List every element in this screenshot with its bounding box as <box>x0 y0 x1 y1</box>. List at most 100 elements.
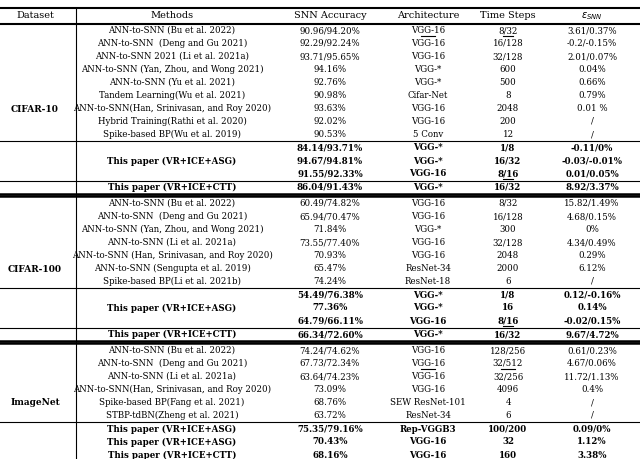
Text: VGG-16: VGG-16 <box>411 26 445 35</box>
Text: 4.67/0.06%: 4.67/0.06% <box>567 359 617 368</box>
Text: 8.92/3.37%: 8.92/3.37% <box>565 183 619 192</box>
Text: ANN-to-SNN  (Deng and Gu 2021): ANN-to-SNN (Deng and Gu 2021) <box>97 212 247 221</box>
Text: 16: 16 <box>502 303 514 313</box>
Text: 65.94/70.47%: 65.94/70.47% <box>300 212 360 221</box>
Text: 60.49/74.82%: 60.49/74.82% <box>300 199 360 208</box>
Text: Hybrid Training(Rathi et al. 2020): Hybrid Training(Rathi et al. 2020) <box>97 117 246 126</box>
Text: 32/256: 32/256 <box>493 372 523 381</box>
Text: VGG-16: VGG-16 <box>411 385 445 394</box>
Text: 70.43%: 70.43% <box>312 437 348 447</box>
Text: /: / <box>591 398 593 407</box>
Text: 70.93%: 70.93% <box>314 251 346 260</box>
Text: 6: 6 <box>505 277 511 286</box>
Text: $\varepsilon_{SNN}$: $\varepsilon_{SNN}$ <box>581 10 603 22</box>
Text: 67.73/72.34%: 67.73/72.34% <box>300 359 360 368</box>
Text: This paper (VR+ICE+ASG): This paper (VR+ICE+ASG) <box>108 425 237 434</box>
Text: ResNet-34: ResNet-34 <box>405 264 451 273</box>
Text: ANN-to-SNN (Bu et al. 2022): ANN-to-SNN (Bu et al. 2022) <box>108 199 236 208</box>
Text: 65.47%: 65.47% <box>314 264 346 273</box>
Text: SNN Accuracy: SNN Accuracy <box>294 11 366 21</box>
Text: 94.16%: 94.16% <box>314 65 347 74</box>
Text: 90.98%: 90.98% <box>314 91 347 100</box>
Text: 91.55/92.33%: 91.55/92.33% <box>297 169 363 179</box>
Text: 4096: 4096 <box>497 385 519 394</box>
Text: 75.35/79.16%: 75.35/79.16% <box>297 425 363 433</box>
Text: VGG-16: VGG-16 <box>410 450 447 459</box>
Text: 16/32: 16/32 <box>494 330 522 339</box>
Text: VGG-16: VGG-16 <box>411 199 445 208</box>
Text: Rep-VGGB3: Rep-VGGB3 <box>400 425 456 433</box>
Text: STBP-tdBN(Zheng et al. 2021): STBP-tdBN(Zheng et al. 2021) <box>106 411 238 420</box>
Text: 92.02%: 92.02% <box>314 117 347 126</box>
Text: 0.79%: 0.79% <box>578 91 606 100</box>
Text: ImageNet: ImageNet <box>10 398 60 407</box>
Text: ANN-to-SNN(Han, Srinivasan, and Roy 2020): ANN-to-SNN(Han, Srinivasan, and Roy 2020… <box>73 104 271 113</box>
Text: 92.29/92.24%: 92.29/92.24% <box>300 39 360 48</box>
Text: 68.76%: 68.76% <box>314 398 347 407</box>
Text: 1/8: 1/8 <box>500 144 516 152</box>
Text: 32/128: 32/128 <box>493 238 524 247</box>
Text: VGG-*: VGG-* <box>413 144 443 152</box>
Text: /: / <box>591 117 593 126</box>
Text: 74.24%: 74.24% <box>314 277 346 286</box>
Text: 93.63%: 93.63% <box>314 104 346 113</box>
Text: 94.67/94.81%: 94.67/94.81% <box>297 157 363 166</box>
Text: 16/32: 16/32 <box>494 183 522 192</box>
Text: 4.68/0.15%: 4.68/0.15% <box>567 212 617 221</box>
Text: Time Steps: Time Steps <box>480 11 536 21</box>
Text: Spike-based BP(Li et al. 2021b): Spike-based BP(Li et al. 2021b) <box>103 277 241 286</box>
Text: 92.76%: 92.76% <box>314 78 346 87</box>
Text: 73.09%: 73.09% <box>314 385 346 394</box>
Text: This paper (VR+ICE+ASG): This paper (VR+ICE+ASG) <box>108 303 237 313</box>
Text: ANN-to-SNN (Li et al. 2021a): ANN-to-SNN (Li et al. 2021a) <box>108 238 237 247</box>
Text: This paper (VR+ICE+CTT): This paper (VR+ICE+CTT) <box>108 183 236 192</box>
Text: 16/128: 16/128 <box>493 39 524 48</box>
Text: 5 Conv: 5 Conv <box>413 130 443 139</box>
Text: ANN-to-SNN (Sengupta et al. 2019): ANN-to-SNN (Sengupta et al. 2019) <box>93 264 250 273</box>
Text: 0.66%: 0.66% <box>578 78 606 87</box>
Text: 2048: 2048 <box>497 251 519 260</box>
Text: -0.11/0%: -0.11/0% <box>571 144 613 152</box>
Text: Tandem Learning(Wu et al. 2021): Tandem Learning(Wu et al. 2021) <box>99 91 245 100</box>
Text: 8/16: 8/16 <box>497 317 518 325</box>
Text: ANN-to-SNN  (Deng and Gu 2021): ANN-to-SNN (Deng and Gu 2021) <box>97 39 247 48</box>
Text: 32: 32 <box>502 437 514 447</box>
Text: 8/32: 8/32 <box>499 26 518 35</box>
Text: VGG-*: VGG-* <box>413 291 443 300</box>
Text: 4: 4 <box>505 398 511 407</box>
Text: 0.29%: 0.29% <box>578 251 606 260</box>
Text: 74.24/74.62%: 74.24/74.62% <box>300 346 360 355</box>
Text: Architecture: Architecture <box>397 11 459 21</box>
Text: 15.82/1.49%: 15.82/1.49% <box>564 199 620 208</box>
Text: 32/128: 32/128 <box>493 52 524 61</box>
Text: -0.2/-0.15%: -0.2/-0.15% <box>567 39 617 48</box>
Text: 73.55/77.40%: 73.55/77.40% <box>300 238 360 247</box>
Text: 16/128: 16/128 <box>493 212 524 221</box>
Text: 84.14/93.71%: 84.14/93.71% <box>297 144 363 152</box>
Text: ANN-to-SNN(Han, Srinivasan, and Roy 2020): ANN-to-SNN(Han, Srinivasan, and Roy 2020… <box>73 385 271 394</box>
Text: VGG-*: VGG-* <box>413 330 443 339</box>
Text: VGG-16: VGG-16 <box>411 251 445 260</box>
Text: VGG-*: VGG-* <box>413 183 443 192</box>
Text: 2.01/0.07%: 2.01/0.07% <box>567 52 617 61</box>
Text: 160: 160 <box>499 450 517 459</box>
Text: 2048: 2048 <box>497 104 519 113</box>
Text: VGG-*: VGG-* <box>414 65 442 74</box>
Text: 6.12%: 6.12% <box>578 264 606 273</box>
Text: 54.49/76.38%: 54.49/76.38% <box>297 291 363 300</box>
Text: 4.34/0.49%: 4.34/0.49% <box>567 238 617 247</box>
Text: This paper (VR+ICE+CTT): This paper (VR+ICE+CTT) <box>108 330 236 339</box>
Text: ANN-to-SNN (Yan, Zhou, and Wong 2021): ANN-to-SNN (Yan, Zhou, and Wong 2021) <box>81 65 263 74</box>
Text: VGG-16: VGG-16 <box>411 212 445 221</box>
Text: 63.64/74.23%: 63.64/74.23% <box>300 372 360 381</box>
Text: ANN-to-SNN (Han, Srinivasan, and Roy 2020): ANN-to-SNN (Han, Srinivasan, and Roy 202… <box>72 251 273 260</box>
Text: VGG-16: VGG-16 <box>411 104 445 113</box>
Text: 0.01/0.05%: 0.01/0.05% <box>565 169 619 179</box>
Text: 3.61/0.37%: 3.61/0.37% <box>567 26 617 35</box>
Text: 86.04/91.43%: 86.04/91.43% <box>297 183 363 192</box>
Text: 0.09/0%: 0.09/0% <box>573 425 611 433</box>
Text: This paper (VR+ICE+CTT): This paper (VR+ICE+CTT) <box>108 450 236 459</box>
Text: 6: 6 <box>505 411 511 420</box>
Text: 66.34/72.60%: 66.34/72.60% <box>297 330 363 339</box>
Text: 11.72/1.13%: 11.72/1.13% <box>564 372 620 381</box>
